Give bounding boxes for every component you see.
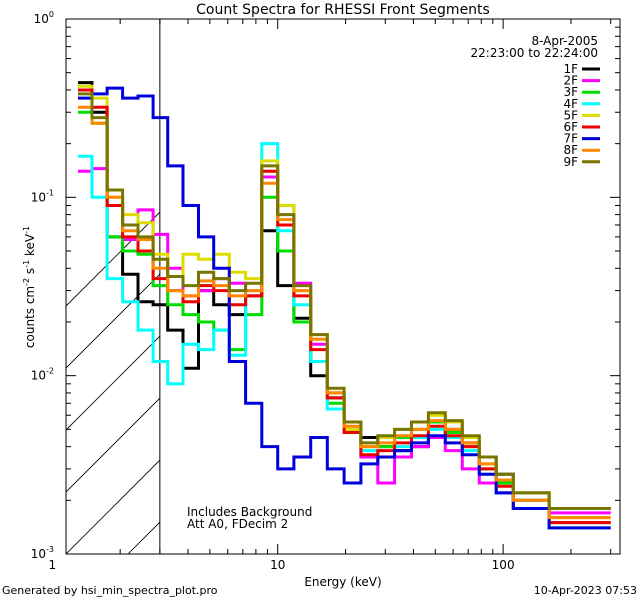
legend-label: 4F [563, 97, 578, 111]
x-tick-label: 10 [270, 558, 285, 572]
annotation-attenuator: Att A0, FDecim 2 [187, 517, 288, 531]
hatch-line [314, 19, 640, 554]
time-range-label: 22:23:00 to 22:24:00 [471, 46, 598, 60]
legend-label: 7F [563, 132, 578, 146]
date-label: 8-Apr-2005 [531, 34, 598, 48]
series-8f [78, 105, 611, 520]
series-9f [78, 92, 611, 510]
legend-label: 2F [563, 74, 578, 88]
chart-title: Count Spectra for RHESSI Front Segments [196, 2, 490, 18]
footer-timestamp: 10-Apr-2023 07:53 [533, 584, 637, 597]
axis-ticks: 1 10 100 100 10-1 10-2 10-3 [31, 10, 620, 572]
series-7f [78, 86, 611, 530]
hatch-line [66, 335, 160, 431]
hatch-line [66, 273, 160, 369]
legend-label: 8F [563, 143, 578, 157]
legend-label: 9F [563, 155, 578, 169]
series-5f [78, 84, 611, 520]
x-tick-label: 100 [492, 558, 515, 572]
series-lines [78, 81, 611, 530]
y-tick-label: 10-1 [31, 188, 54, 204]
hatch-line [66, 397, 160, 493]
hatch-line [438, 19, 640, 554]
x-axis-label: Energy (keV) [304, 575, 381, 589]
y-axis-label: counts cm-2 s-1 keV-1 [22, 226, 37, 348]
generated-by-label: Generated by hsi_min_spectra_plot.pro [2, 584, 218, 597]
series-6f [78, 88, 611, 525]
legend-label: 6F [563, 120, 578, 134]
series-2f [78, 167, 611, 515]
hatch-line [624, 19, 640, 554]
plot-frame [65, 18, 621, 555]
legend-label: 3F [563, 85, 578, 99]
series-3f [78, 110, 611, 525]
hatch-line [66, 459, 160, 554]
x-tick-label: 1 [48, 558, 56, 572]
legend-label: 5F [563, 108, 578, 122]
legend-label: 1F [563, 62, 578, 76]
y-tick-label: 10-2 [31, 367, 54, 383]
y-tick-label: 100 [34, 10, 54, 26]
hatch-line [66, 211, 160, 307]
series-1f [78, 81, 611, 510]
y-tick-label: 10-3 [31, 545, 54, 561]
annotation-background: Includes Background [187, 505, 312, 519]
